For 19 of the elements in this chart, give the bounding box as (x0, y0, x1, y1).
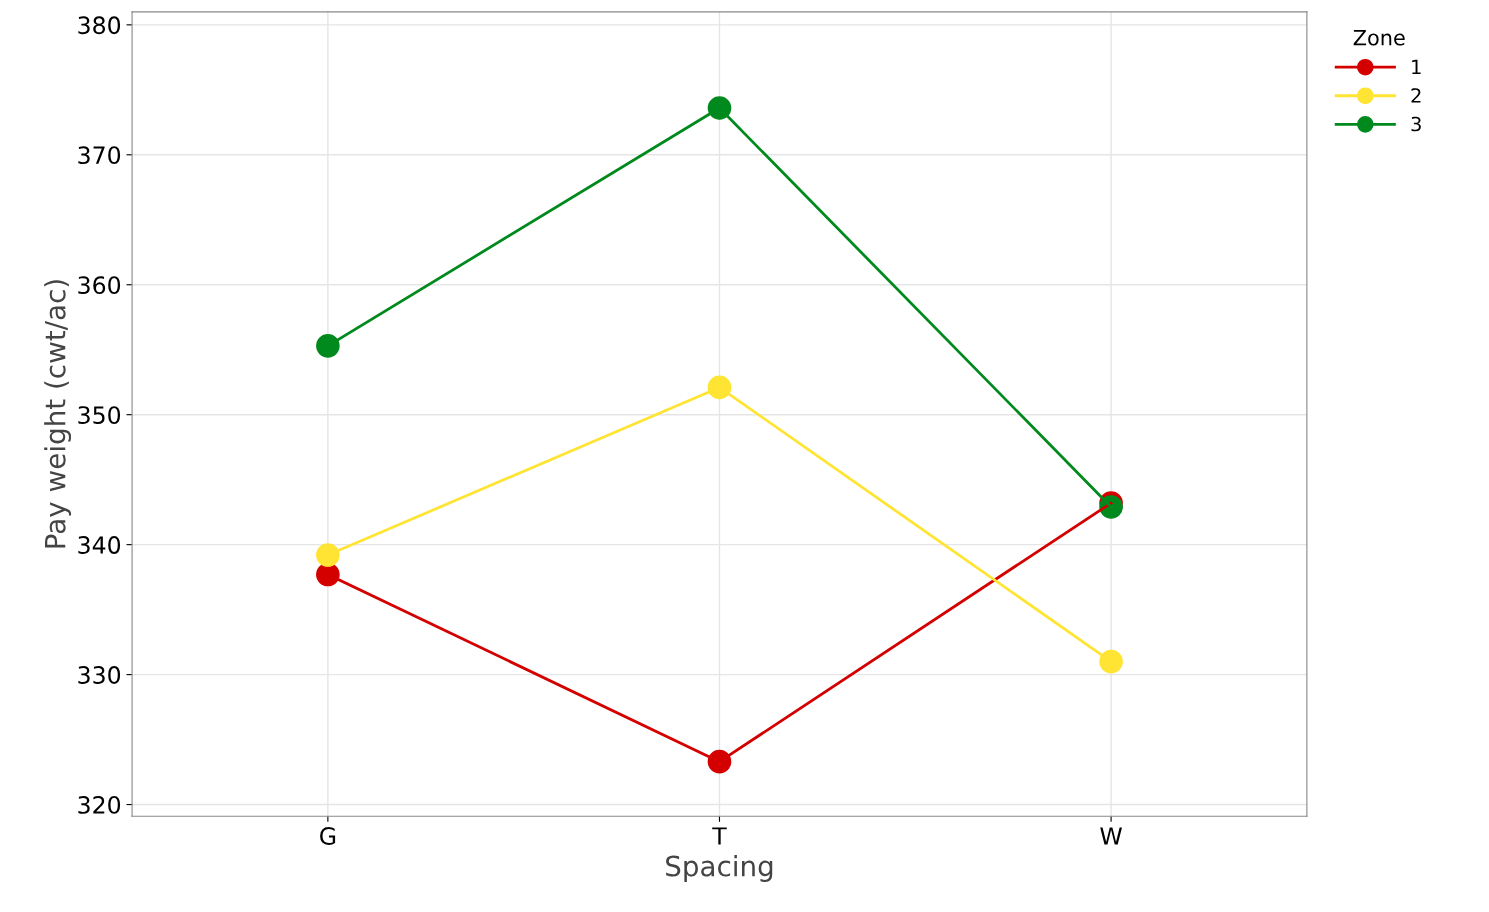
point (316, 543, 340, 567)
x-tick-label: T (712, 827, 727, 845)
y-tick-label: 340 (78, 536, 121, 554)
point (316, 334, 340, 358)
point (1099, 649, 1123, 674)
x-tick-label: G (320, 827, 336, 845)
y-tick-label: 370 (78, 146, 121, 165)
y-tick-label: 360 (78, 276, 121, 295)
legend-title: Zone (1353, 30, 1405, 46)
y-tick-label: 350 (78, 406, 121, 424)
y-tick-label: 320 (78, 795, 121, 814)
y-tick-label: 380 (78, 16, 121, 35)
x-axis-title: Spacing (666, 855, 773, 882)
legend-label: 3 (1411, 116, 1421, 132)
legend-label: 2 (1411, 88, 1421, 103)
y-axis-title: Pay weight (cwt/ac) (44, 280, 72, 548)
x-tick-label: W (1100, 827, 1122, 845)
y-tick-label: 330 (78, 666, 121, 684)
legend-label: 1 (1412, 59, 1421, 75)
